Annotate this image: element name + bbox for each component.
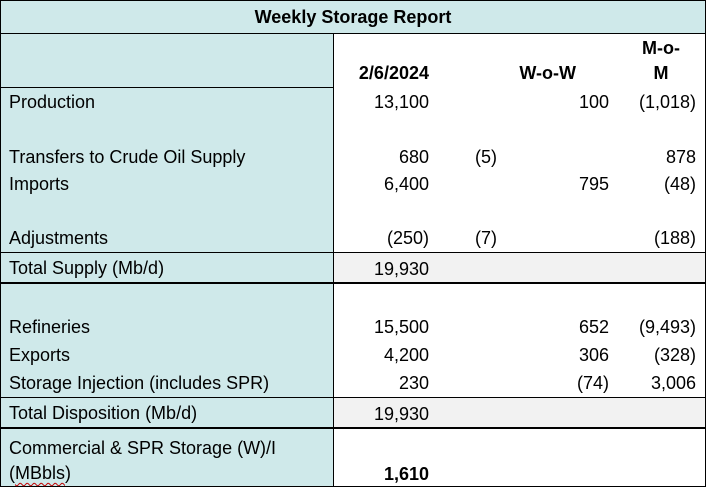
border-top — [0, 0, 706, 1]
mom-column-header-line2: M — [653, 63, 669, 83]
row-mom-value: (48) — [663, 174, 696, 194]
total-disposition-value-band — [333, 397, 706, 427]
row-date-value: 4,200 — [383, 345, 429, 365]
row-date-value: 680 — [398, 147, 429, 167]
row-label: Imports — [9, 174, 70, 194]
title-band — [0, 0, 706, 33]
row-date-value: (250) — [386, 228, 429, 248]
total-supply-value-band — [333, 252, 706, 282]
row-label: Production — [9, 92, 96, 112]
row-date-value: 15,500 — [373, 317, 429, 337]
row-wow-value: (5) — [475, 147, 497, 167]
border-under-title — [0, 33, 706, 34]
total-supply-value: 19,930 — [373, 259, 429, 279]
storage-value: 1,610 — [383, 464, 429, 484]
row-label: Storage Injection (includes SPR) — [9, 373, 270, 393]
row-mom-value: 878 — [665, 147, 696, 167]
row-date-value: 13,100 — [373, 92, 429, 112]
row-wow-value: 795 — [578, 174, 609, 194]
storage-label-close-paren: ) — [65, 463, 72, 483]
mom-column-header-line1: M-o- — [642, 38, 680, 58]
report-title: Weekly Storage Report — [254, 7, 452, 27]
row-wow-value: (74) — [576, 373, 609, 393]
row-mom-value: (328) — [653, 345, 696, 365]
border-label-divider — [333, 33, 334, 487]
storage-label-open-paren: ( — [9, 463, 15, 483]
border-below-total-supply — [0, 282, 706, 284]
border-left — [0, 0, 1, 487]
total-disposition-value: 19,930 — [373, 404, 429, 424]
storage-label-line1: Commercial & SPR Storage (W)/I — [9, 438, 277, 458]
row-label: Refineries — [9, 317, 91, 337]
total-disposition-label: Total Disposition (Mb/d) — [9, 403, 198, 423]
row-wow-value: 652 — [578, 317, 609, 337]
border-above-total-supply — [0, 252, 706, 253]
border-below-total-disposition — [0, 427, 706, 429]
row-date-value: 6,400 — [383, 174, 429, 194]
row-mom-value: (1,018) — [638, 92, 696, 112]
storage-label-line2: (MBbls) — [9, 462, 71, 484]
row-mom-value: 3,006 — [650, 373, 696, 393]
border-under-header — [0, 87, 333, 88]
row-label: Exports — [9, 345, 71, 365]
row-label: Transfers to Crude Oil Supply — [9, 147, 246, 167]
row-date-value: 230 — [398, 373, 429, 393]
border-above-total-disposition — [0, 397, 706, 398]
row-wow-value: (7) — [475, 228, 497, 248]
row-wow-value: 306 — [578, 345, 609, 365]
label-column-band — [0, 33, 333, 487]
row-label: Adjustments — [9, 228, 109, 248]
row-mom-value: (9,493) — [638, 317, 696, 337]
total-supply-label: Total Supply (Mb/d) — [9, 258, 165, 278]
date-column-header: 2/6/2024 — [358, 63, 429, 83]
row-mom-value: (188) — [653, 228, 696, 248]
row-wow-value: 100 — [578, 92, 609, 112]
wow-column-header: W-o-W — [519, 63, 576, 83]
storage-label-unit: MBbls — [15, 463, 66, 483]
